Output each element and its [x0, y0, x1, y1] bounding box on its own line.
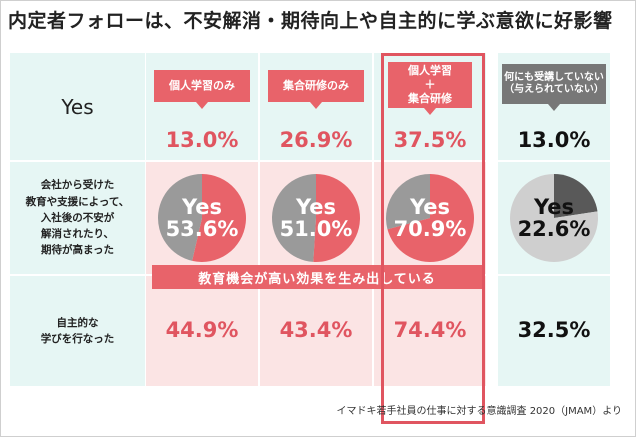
col3-tag: 個人学習 ＋ 集合研修	[388, 62, 472, 115]
col1-yes-pct: 13.0%	[165, 128, 239, 152]
col4-learning-bg	[498, 276, 610, 386]
col1-pie-yes: Yes	[181, 195, 223, 219]
col3-pie-yes: Yes	[409, 195, 451, 219]
col2-learning-bg	[260, 276, 372, 386]
col4-learning-pct: 32.5%	[517, 318, 591, 342]
row-label-anxiety-line: 教育や支援によって、	[25, 195, 130, 208]
col4-tag-line: （与えられていない）	[504, 84, 604, 95]
col3-tag-line: 個人学習	[408, 64, 452, 78]
col4-tag-line: 何にも受講していない	[504, 71, 604, 83]
col1-tag-label: 個人学習のみ	[169, 79, 235, 93]
col3-pie-slice-yes	[387, 174, 474, 262]
col4-tag: 何にも受講していない （与えられていない）	[502, 64, 606, 111]
col1-tag: 個人学習のみ	[154, 70, 250, 109]
col3-pie-slice-no	[386, 174, 430, 230]
col1-pie-slice-no	[158, 174, 202, 261]
col2-yes-pct: 26.9%	[279, 128, 353, 152]
col4-pie-label: Yes 22.6%	[498, 196, 610, 240]
row-label-bg-anxiety	[10, 162, 145, 274]
col1-learning-bg	[146, 276, 258, 386]
col1-learning-pct: 44.9%	[165, 318, 239, 342]
effect-banner: 教育機会が高い効果を生み出している	[152, 265, 482, 289]
col3-yes-pct: 37.5%	[393, 128, 467, 152]
col1-pie	[158, 174, 246, 262]
row-label-anxiety-line: 解消されたり、	[40, 228, 115, 241]
col3-tag-line: ＋	[424, 78, 436, 92]
col4-pie-slice-no	[510, 174, 598, 262]
col4-pie-pct: 22.6%	[517, 217, 591, 242]
col2-tag: 集合研修のみ	[268, 70, 364, 109]
row-label-anxiety-line: 入社後の不安が	[40, 211, 115, 224]
row-label-learning-line: 自主的な	[56, 316, 99, 329]
col2-pie-yes: Yes	[295, 195, 337, 219]
row-label-yes: Yes	[61, 94, 94, 119]
row-label-anxiety-line: 期待が高まった	[40, 244, 115, 257]
row-label-learning-line: 学びを行なった	[40, 333, 115, 345]
col4-pie-slice-yes	[554, 174, 598, 218]
chart-title: 内定者フォローは、不安解消・期待向上や自主的に学ぶ意欲に好影響	[8, 10, 613, 32]
col3-pie-label: Yes 70.9%	[374, 196, 486, 240]
row-label-anxiety: 会社から受けた 教育や支援によって、 入社後の不安が 解消されたり、 期待が高ま…	[10, 162, 145, 274]
col2-pie-slice-yes	[313, 174, 360, 262]
col4-yes-pct: 13.0%	[517, 128, 591, 152]
col2-pie-label: Yes 51.0%	[260, 196, 372, 240]
col3-pie	[386, 174, 474, 262]
highlight-frame	[381, 53, 485, 424]
col3-tag-line: 集合研修	[408, 91, 452, 105]
row-label-bg-learning	[10, 276, 145, 386]
col1-pie-label: Yes 53.6%	[146, 196, 258, 240]
col2-pie-slice-no	[271, 174, 316, 262]
col3-learning-bg	[374, 276, 486, 386]
col1-pie-slice-yes	[192, 174, 246, 262]
col2-pie-pct: 51.0%	[279, 217, 353, 242]
col2-learning-pct: 43.4%	[279, 318, 353, 342]
col4-pie-yes: Yes	[533, 195, 575, 219]
source-note: イマドキ若手社員の仕事に対する意識調査 2020（JMAM）より	[336, 406, 622, 417]
row-label-bg-yes	[10, 53, 145, 160]
col3-pie-pct: 70.9%	[393, 217, 467, 242]
col2-tag-label: 集合研修のみ	[283, 79, 349, 93]
col1-pie-pct: 53.6%	[165, 217, 239, 242]
col4-pie	[510, 174, 598, 262]
row-label-anxiety-line: 会社から受けた	[40, 179, 115, 192]
col3-learning-pct: 74.4%	[393, 318, 467, 342]
row-label-learning: 自主的な 学びを行なった	[10, 276, 145, 386]
col2-pie	[271, 174, 360, 262]
